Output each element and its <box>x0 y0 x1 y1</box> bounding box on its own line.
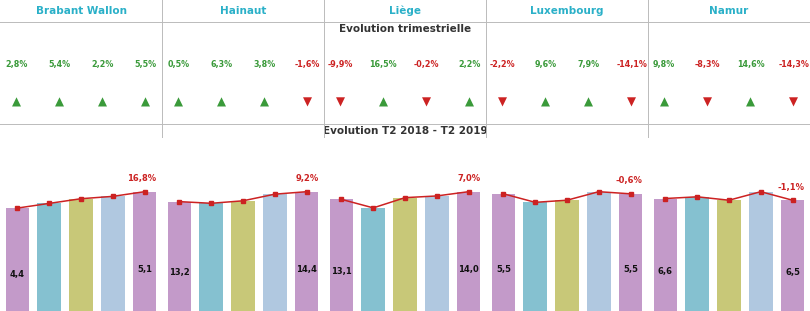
Text: 2,8%: 2,8% <box>5 60 28 69</box>
Text: ▼: ▼ <box>789 95 799 109</box>
Text: 9,6%: 9,6% <box>535 60 556 69</box>
Text: Brabant Wallon: Brabant Wallon <box>36 6 126 16</box>
Bar <box>685 197 709 311</box>
Text: 5,5: 5,5 <box>496 266 511 275</box>
Text: -2,2%: -2,2% <box>489 60 515 69</box>
Text: 7,0%: 7,0% <box>458 174 480 183</box>
Text: 6,3%: 6,3% <box>211 60 232 69</box>
Text: 2,2%: 2,2% <box>458 60 481 69</box>
Text: 13,1: 13,1 <box>331 267 352 276</box>
Text: 16,5%: 16,5% <box>369 60 397 69</box>
Text: 9,8%: 9,8% <box>653 60 676 69</box>
Bar <box>393 198 417 311</box>
Text: ▼: ▼ <box>422 95 431 109</box>
Text: ▲: ▲ <box>465 95 475 109</box>
Text: 7,9%: 7,9% <box>578 60 599 69</box>
Text: ▲: ▲ <box>217 95 226 109</box>
Text: Evolution trimestrielle: Evolution trimestrielle <box>339 24 471 34</box>
Text: 3,8%: 3,8% <box>254 60 275 69</box>
Text: 13,2: 13,2 <box>169 268 190 277</box>
Text: 5,5: 5,5 <box>623 266 638 275</box>
Text: -0,2%: -0,2% <box>414 60 439 69</box>
Bar <box>6 208 29 311</box>
Bar <box>101 196 125 311</box>
Text: -0,6%: -0,6% <box>616 176 642 185</box>
Text: 6,6: 6,6 <box>658 267 673 276</box>
Text: 6,5: 6,5 <box>785 268 800 277</box>
Text: ▲: ▲ <box>141 95 151 109</box>
Bar <box>619 194 642 311</box>
Text: 5,4%: 5,4% <box>49 60 70 69</box>
Text: ▲: ▲ <box>11 95 21 109</box>
Text: Evolution T2 2018 - T2 2019: Evolution T2 2018 - T2 2019 <box>322 126 488 136</box>
Bar <box>555 200 579 311</box>
Bar <box>168 202 191 311</box>
Text: -1,1%: -1,1% <box>778 183 804 192</box>
Bar <box>425 196 449 311</box>
Text: 14,6%: 14,6% <box>737 60 765 69</box>
Text: -8,3%: -8,3% <box>695 60 720 69</box>
Text: -14,1%: -14,1% <box>616 60 647 69</box>
Text: 2,2%: 2,2% <box>92 60 113 69</box>
Bar <box>587 192 611 311</box>
Bar <box>717 200 741 311</box>
Bar <box>523 202 547 311</box>
Bar <box>457 192 480 311</box>
Text: ▲: ▲ <box>173 95 183 109</box>
Bar <box>749 192 773 311</box>
Bar <box>263 194 287 311</box>
Text: ▲: ▲ <box>541 95 550 109</box>
Bar <box>199 203 223 311</box>
Text: Liège: Liège <box>389 6 421 16</box>
Bar <box>654 198 677 311</box>
Text: 0,5%: 0,5% <box>167 60 190 69</box>
Text: ▼: ▼ <box>703 95 712 109</box>
Text: Hainaut: Hainaut <box>220 6 266 16</box>
Bar <box>37 203 61 311</box>
Text: ▲: ▲ <box>260 95 269 109</box>
Text: 9,2%: 9,2% <box>296 174 318 183</box>
Text: ▼: ▼ <box>303 95 313 109</box>
Text: ▲: ▲ <box>659 95 669 109</box>
Text: ▲: ▲ <box>746 95 755 109</box>
Text: -1,6%: -1,6% <box>295 60 321 69</box>
Text: 5,1: 5,1 <box>137 265 152 274</box>
Text: -9,9%: -9,9% <box>327 60 353 69</box>
Text: ▼: ▼ <box>497 95 507 109</box>
Text: 14,4: 14,4 <box>296 265 317 274</box>
Bar <box>69 199 93 311</box>
Text: -14,3%: -14,3% <box>778 60 809 69</box>
Bar <box>330 199 353 311</box>
Bar <box>781 200 804 311</box>
Text: 16,8%: 16,8% <box>127 174 156 183</box>
Text: Luxembourg: Luxembourg <box>531 6 603 16</box>
Text: ▼: ▼ <box>627 95 637 109</box>
Text: Namur: Namur <box>710 6 748 16</box>
Text: ▼: ▼ <box>335 95 345 109</box>
Bar <box>295 192 318 311</box>
Text: ▲: ▲ <box>55 95 64 109</box>
Text: ▲: ▲ <box>98 95 107 109</box>
Text: 5,5%: 5,5% <box>134 60 157 69</box>
Bar <box>361 208 385 311</box>
Bar <box>133 192 156 311</box>
Bar <box>231 201 255 311</box>
Bar <box>492 194 515 311</box>
Text: ▲: ▲ <box>584 95 593 109</box>
Text: ▲: ▲ <box>379 95 388 109</box>
Text: 14,0: 14,0 <box>458 265 479 274</box>
Text: 4,4: 4,4 <box>10 271 25 280</box>
